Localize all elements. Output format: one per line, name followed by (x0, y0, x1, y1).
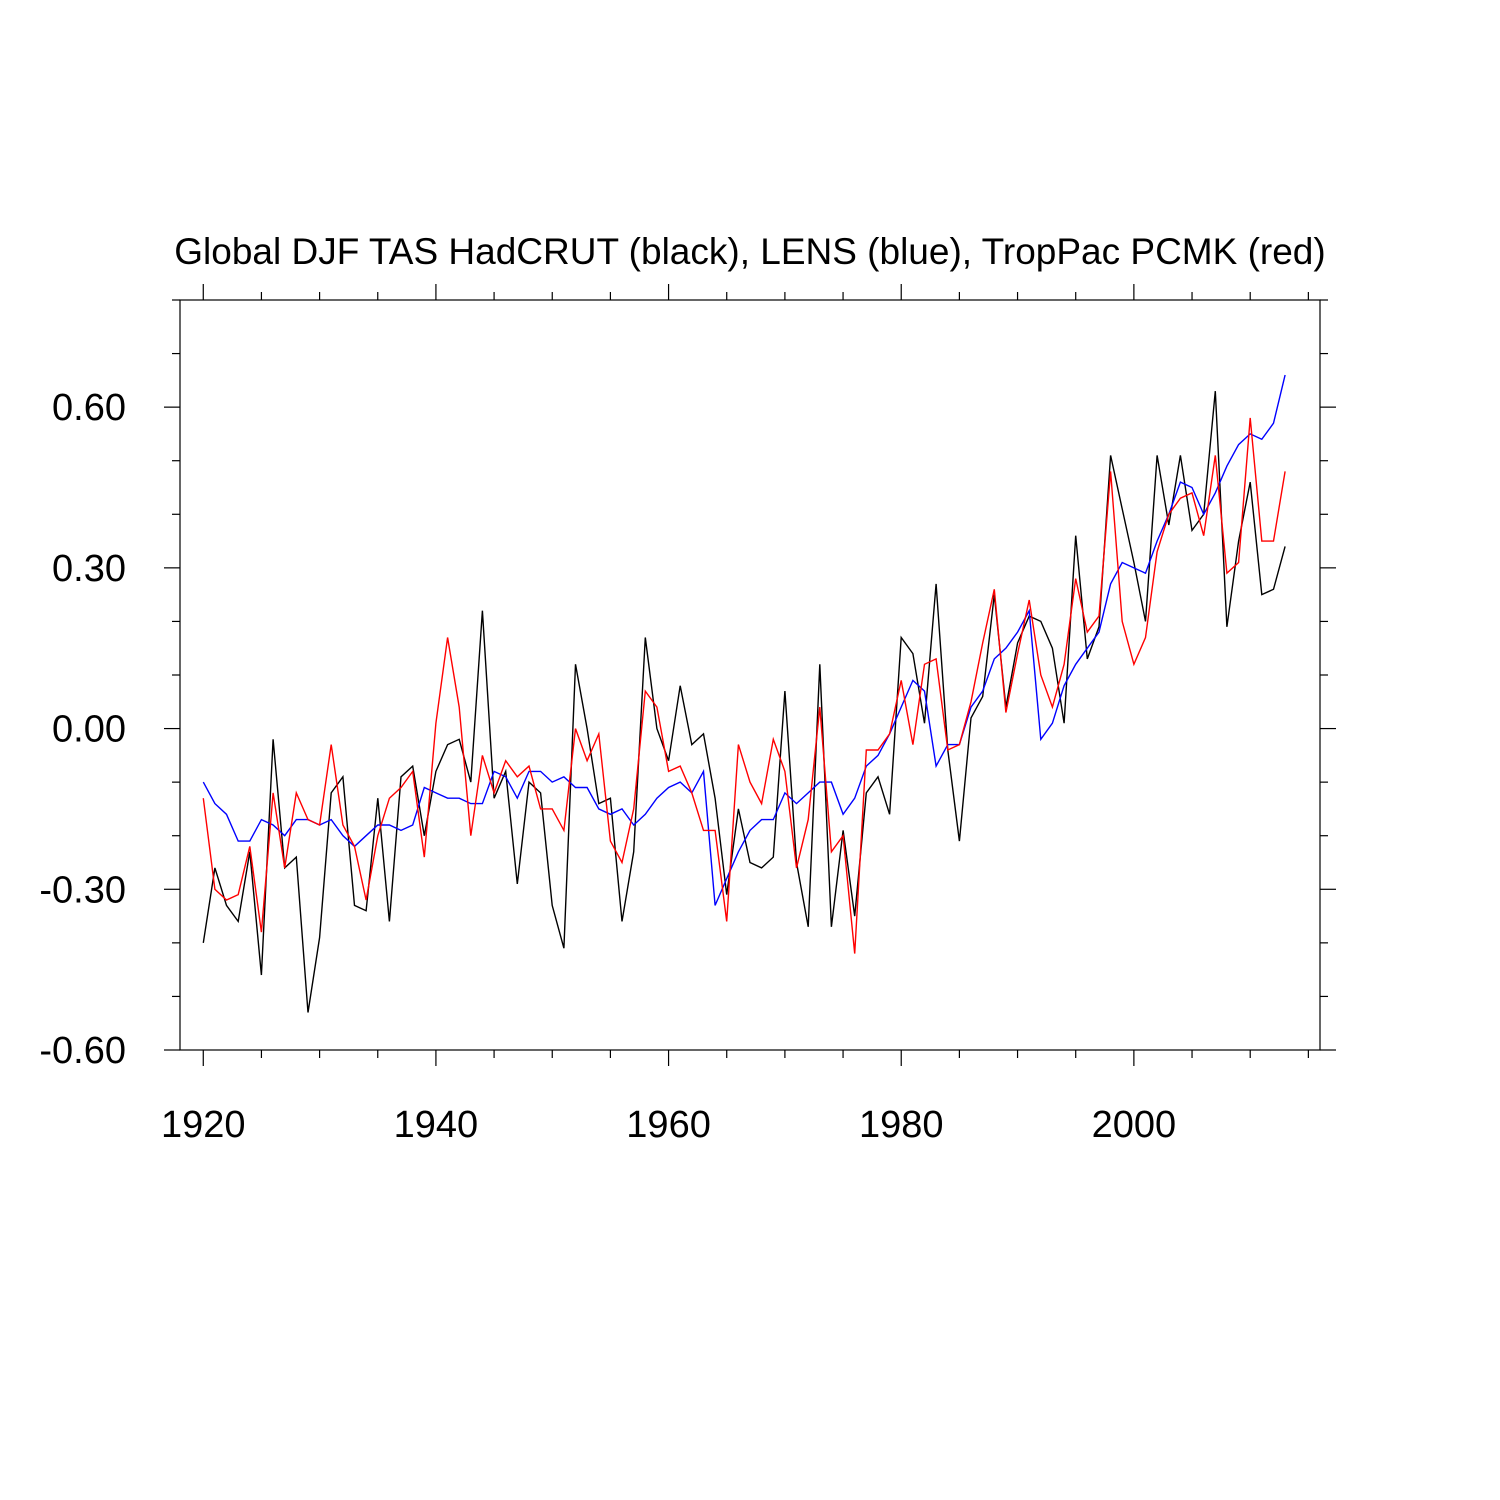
chart-title: Global DJF TAS HadCRUT (black), LENS (bl… (174, 231, 1325, 272)
series-line-1 (202, 391, 1286, 1013)
x-tick-label: 1960 (626, 1104, 711, 1146)
x-tick-label: 1940 (394, 1104, 479, 1146)
y-tick-label: 0.60 (52, 387, 126, 429)
plot-frame (179, 299, 1321, 1051)
series-line-3 (202, 417, 1286, 954)
series-line-2 (202, 374, 1286, 906)
y-tick-label: -0.30 (39, 869, 126, 911)
x-tick-label: 2000 (1092, 1104, 1177, 1146)
tick-layer (164, 284, 1336, 1066)
x-tick-label: 1980 (859, 1104, 944, 1146)
series-layer (202, 374, 1286, 1013)
y-tick-label: 0.00 (52, 709, 126, 751)
x-tick-label: 1920 (161, 1104, 246, 1146)
y-tick-label: -0.60 (39, 1030, 126, 1072)
label-layer: 1920 1940 1960 1980 2000 -0.60 -0.30 0.00 0.30 0.… (39, 387, 1176, 1146)
y-tick-label: 0.30 (52, 548, 126, 590)
